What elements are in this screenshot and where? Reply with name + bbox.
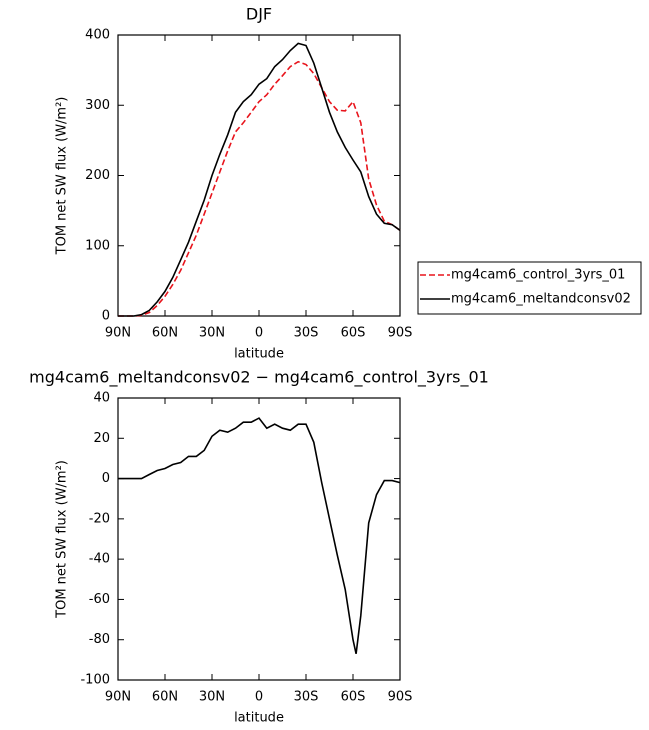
y-tick-label: 20 [93, 431, 110, 446]
x-tick-label: 90N [105, 326, 131, 341]
x-tick-label: 90N [105, 690, 131, 705]
data-line [118, 60, 401, 317]
y-tick-label: 100 [85, 238, 110, 253]
legend-label: mg4cam6_control_3yrs_01 [451, 268, 625, 283]
x-tick-label: 0 [255, 326, 263, 341]
x-tick-label: 30N [199, 326, 225, 341]
plot-frame [117, 34, 401, 317]
x-tick-label: 60S [341, 326, 366, 341]
y-tick-label: -60 [89, 592, 110, 607]
x-tick-label: 90S [388, 326, 413, 341]
legend-label: mg4cam6_meltandconsv02 [451, 292, 631, 307]
y-tick-label: 200 [85, 168, 110, 183]
x-tick-label: 30N [199, 690, 225, 705]
x-tick-label: 60N [152, 690, 178, 705]
y-tick-label: -80 [89, 632, 110, 647]
y-axis-label: TOM net SW flux (W/m²) [55, 97, 70, 256]
y-tick-label: 300 [85, 98, 110, 113]
x-tick-label: 90S [388, 690, 413, 705]
x-tick-label: 30S [294, 326, 319, 341]
y-tick-label: -40 [89, 552, 110, 567]
y-tick-label: 40 [93, 391, 110, 406]
x-axis-label: latitude [234, 711, 284, 726]
chart-title: DJF [246, 5, 272, 24]
chart-title: mg4cam6_meltandconsv02 − mg4cam6_control… [29, 368, 489, 388]
x-tick-label: 60S [341, 690, 366, 705]
x-tick-label: 0 [255, 690, 263, 705]
y-tick-label: -100 [80, 673, 110, 688]
data-line [118, 42, 401, 317]
y-tick-label: 0 [102, 309, 110, 324]
x-tick-label: 30S [294, 690, 319, 705]
x-axis-label: latitude [234, 347, 284, 362]
x-tick-label: 60N [152, 326, 178, 341]
y-tick-label: 0 [102, 471, 110, 486]
data-line [118, 417, 401, 654]
y-tick-label: -20 [89, 511, 110, 526]
y-tick-label: 400 [85, 28, 110, 43]
y-axis-label: TOM net SW flux (W/m²) [55, 460, 70, 619]
legend-box [417, 261, 642, 315]
